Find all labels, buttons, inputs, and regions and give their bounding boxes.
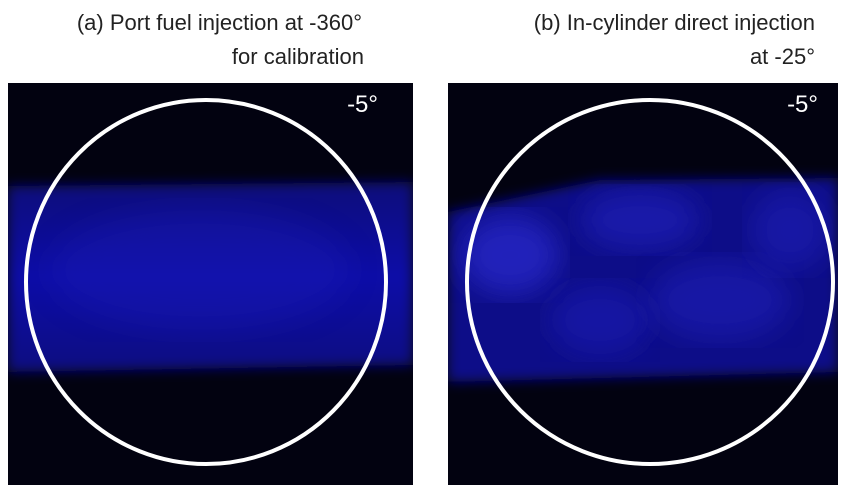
glow <box>580 190 700 250</box>
figure: (a) Port fuel injection at -360° for cal… <box>0 0 843 485</box>
glow <box>550 285 650 355</box>
crank-angle-label: -5° <box>787 91 818 118</box>
glow <box>650 260 790 340</box>
page: (a) Port fuel injection at -360° for cal… <box>0 0 843 485</box>
panel-image <box>8 83 413 485</box>
panel-title: (a) Port fuel injection at -360° <box>77 10 362 35</box>
panel-title: (b) In-cylinder direct injection <box>534 10 815 35</box>
panel-image <box>448 83 838 485</box>
panel-title: at -25° <box>750 44 815 69</box>
panel-title: for calibration <box>232 44 364 69</box>
crank-angle-label: -5° <box>347 91 378 118</box>
glow <box>50 210 350 330</box>
glow <box>750 190 830 270</box>
